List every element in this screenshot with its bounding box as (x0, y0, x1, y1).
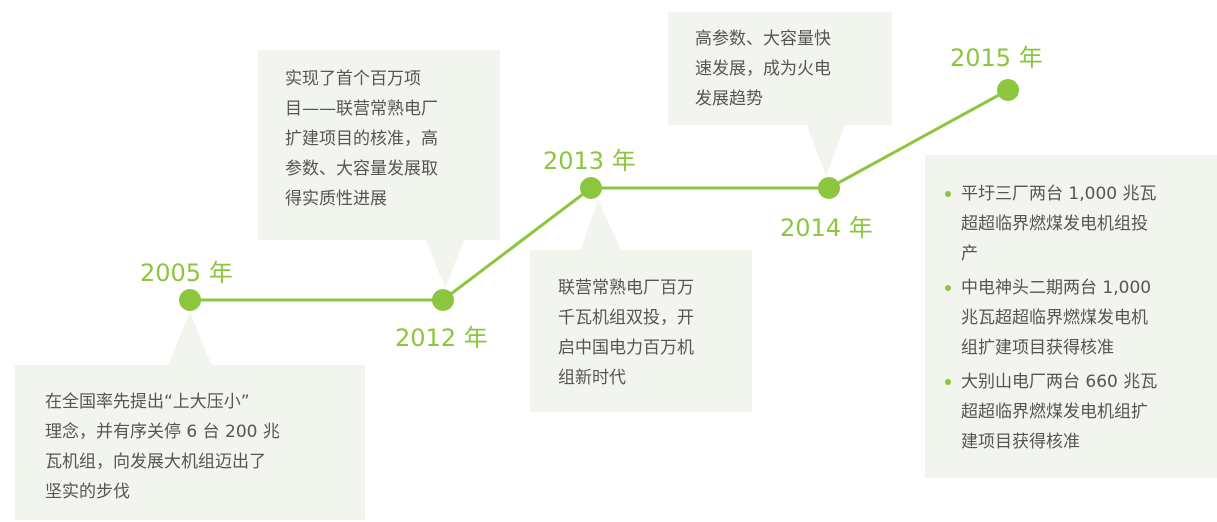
text-line: 启中国电力百万机 (558, 338, 694, 358)
milestone-box: 在全国率先提出“上大压小” 理念，并有序关停 6 台 200 兆瓦机组，向发展大机… (15, 365, 365, 520)
year-label: 2015 年 (950, 44, 1043, 72)
milestone-box: 实现了首个百万项 目——联营常熟电厂 扩建项目的核准，高 参数、大容量发展取 得实质性进… (258, 50, 500, 240)
node (997, 79, 1019, 101)
text-line: 高参数、大容量快 (695, 29, 831, 49)
bullet-item: 中电神头二期两台 1,000 兆瓦超超临界燃煤发电机 组扩建项目获得核准 (943, 273, 1217, 363)
nodes (179, 79, 1019, 311)
text-line: 平圩三厂两台 1,000 兆瓦 (961, 184, 1157, 204)
bullet-item: 平圩三厂两台 1,000 兆瓦 超超临界燃煤发电机组投产 (943, 179, 1217, 269)
text-line: 千瓦机组双投，开 (558, 308, 694, 328)
text-line: 坚实的步伐 (45, 482, 130, 502)
pointer (425, 238, 465, 288)
text-line: 理念，并有序关停 6 台 200 兆 (45, 422, 280, 442)
bullet-dot (945, 191, 951, 197)
year-label: 2005 年 (140, 259, 233, 287)
text-line: 产 (961, 244, 978, 264)
text-line: 瓦机组，向发展大机组迈出了 (45, 452, 266, 472)
text-line: 扩建项目的核准，高 (285, 129, 438, 149)
milestone-box: 联营常熟电厂百万 千瓦机组双投，开 启中国电力百万机 组新时代 (530, 250, 752, 412)
text-line: 参数、大容量发展取 (285, 159, 438, 179)
text-line: 联营常熟电厂百万 (558, 278, 694, 298)
text-line: 大别山电厂两台 660 兆瓦 (961, 372, 1158, 392)
node (818, 177, 840, 199)
year-label: 2013 年 (543, 147, 636, 175)
text-line: 速发展，成为火电 (695, 59, 831, 79)
text-line: 在全国率先提出“上大压小” (45, 392, 250, 412)
milestone-box: 高参数、大容量快 速发展，成为火电 发展趋势 (668, 12, 892, 125)
year-label: 2012 年 (395, 324, 488, 352)
text-line: 发展趋势 (695, 89, 763, 109)
year-label: 2014 年 (780, 214, 873, 242)
text-line: 超超临界燃煤发电机组投 (961, 214, 1148, 234)
pointer (580, 200, 622, 252)
node (432, 289, 454, 311)
text-line: 目——联营常熟电厂 (285, 99, 438, 119)
text-line: 组扩建项目获得核准 (961, 338, 1114, 358)
text-line: 组新时代 (558, 368, 626, 388)
milestone-box: 平圩三厂两台 1,000 兆瓦 超超临界燃煤发电机组投产中电神头二期两台 1,00… (925, 155, 1217, 478)
text-line: 超超临界燃煤发电机组扩 (961, 402, 1148, 422)
pointer (168, 312, 212, 366)
bullet-dot (945, 285, 951, 291)
text-line: 建项目获得核准 (961, 432, 1080, 452)
text-line: 中电神头二期两台 1,000 (961, 278, 1152, 298)
pointers (168, 123, 846, 366)
text-line: 得实质性进展 (285, 189, 387, 209)
node (179, 289, 201, 311)
bullet-item: 大别山电厂两台 660 兆瓦 超超临界燃煤发电机组扩 建项目获得核准 (943, 367, 1217, 457)
bullet-dot (945, 379, 951, 385)
pointer (806, 123, 846, 176)
text-line: 兆瓦超超临界燃煤发电机 (961, 308, 1148, 328)
text-line: 实现了首个百万项 (285, 69, 421, 89)
node (580, 177, 602, 199)
